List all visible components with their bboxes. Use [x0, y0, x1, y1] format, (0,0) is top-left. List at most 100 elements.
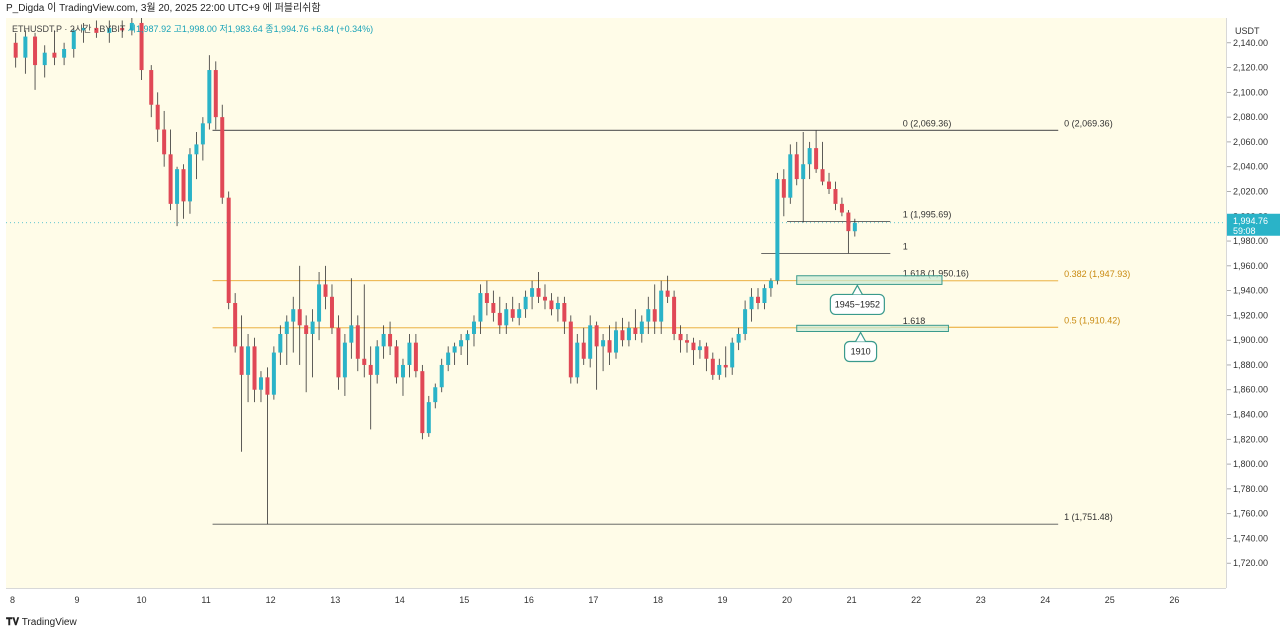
candle — [304, 315, 309, 393]
open-value: 시1,987.92 — [127, 24, 172, 34]
candle — [852, 218, 857, 237]
candle — [459, 333, 464, 356]
candle — [23, 30, 28, 74]
candle-body — [659, 290, 664, 322]
candlestick-chart[interactable]: 0 (2,069.36) 0 (2,069.36) 1 (1,995.69) 1 1.6… — [6, 18, 1226, 588]
candle — [697, 340, 702, 359]
candle-body — [646, 309, 651, 322]
candle — [665, 275, 670, 303]
zone-callout-pointer — [855, 331, 867, 342]
candle — [678, 325, 683, 353]
candle-body — [536, 288, 541, 297]
candle-body — [781, 179, 786, 198]
time-tick-label: 25 — [1105, 595, 1115, 605]
candle — [149, 65, 154, 118]
candle-body — [446, 352, 451, 365]
time-tick-label: 10 — [137, 595, 147, 605]
time-tick-label: 20 — [782, 595, 792, 605]
price-axis-svg[interactable]: 1,720.00 1,740.00 1,760.00 1,780.00 1,800.00… — [1227, 18, 1280, 588]
candle — [297, 265, 302, 365]
candle-body — [794, 154, 799, 180]
candle-body — [459, 340, 464, 347]
candle-body — [213, 70, 218, 118]
candle-body — [349, 325, 354, 343]
candle — [52, 30, 57, 66]
time-axis[interactable]: 8 9 10 11 12 13 14 15 16 17 18 19 20 21 22 23 24 25 26 — [6, 588, 1226, 611]
candle — [107, 20, 112, 43]
candle — [33, 32, 38, 90]
candle — [736, 327, 741, 351]
candle — [504, 303, 509, 334]
candle-body — [607, 340, 612, 353]
candle-body — [62, 48, 67, 58]
fib-label: 1 (1,751.48) — [1064, 512, 1113, 522]
candle-body — [329, 296, 334, 328]
symbol-label[interactable]: ETHUSDT.P · 2시간 · BYBIT — [12, 24, 126, 34]
candle — [846, 210, 851, 254]
time-axis-svg[interactable]: 8 9 10 11 12 13 14 15 16 17 18 19 20 21 22 23 24 25 26 — [6, 589, 1226, 611]
time-tick-label: 11 — [201, 595, 210, 605]
candle-body — [484, 293, 489, 303]
candle — [155, 92, 160, 142]
candle — [594, 321, 599, 390]
price-tick-label: 1,900.00 — [1233, 335, 1268, 345]
fib-label: 1 — [903, 241, 908, 251]
candle-body — [107, 27, 112, 33]
candle-body — [730, 342, 735, 368]
candle-body — [375, 346, 380, 375]
time-tick-label: 13 — [330, 595, 340, 605]
candle — [139, 18, 144, 80]
price-axis[interactable]: 1,720.00 1,740.00 1,760.00 1,780.00 1,800.00… — [1226, 18, 1280, 588]
candle — [291, 296, 296, 353]
candle-body — [317, 284, 322, 322]
candle-body — [704, 346, 709, 359]
candle-body — [291, 309, 296, 322]
price-tick-label: 1,820.00 — [1233, 434, 1268, 444]
publish-header: P_Digda 이 TradingView.com, 3월 20, 2025 2… — [0, 0, 1280, 18]
candle — [542, 284, 547, 310]
candle-body — [304, 325, 309, 334]
candle-body — [710, 358, 715, 375]
candle — [252, 337, 257, 403]
fib-label: 1.618 — [903, 316, 926, 326]
footer: 𝐓𝐕 TradingView — [0, 612, 1280, 634]
candle — [775, 172, 780, 285]
candle — [691, 337, 696, 365]
candle — [530, 280, 535, 310]
candle-body — [200, 123, 205, 145]
publish-title: P_Digda 이 TradingView.com, 3월 20, 2025 2… — [6, 3, 321, 14]
candle — [181, 164, 186, 219]
candle — [439, 358, 444, 393]
candle — [452, 342, 457, 365]
candle — [639, 315, 644, 343]
candle-body — [581, 342, 586, 359]
candle — [329, 284, 334, 334]
time-tick-label: 8 — [10, 595, 15, 605]
candle — [265, 367, 270, 525]
candle-body — [717, 364, 722, 375]
candle-body — [652, 309, 657, 322]
candle-body — [52, 52, 57, 58]
candle-body — [413, 342, 418, 372]
candle-body — [691, 342, 696, 351]
candle — [200, 117, 205, 161]
candle — [94, 20, 99, 38]
candle-body — [420, 371, 425, 434]
candle-body — [342, 342, 347, 378]
chart-plot-area[interactable]: 0 (2,069.36) 0 (2,069.36) 1 (1,995.69) 1 1.6… — [6, 18, 1226, 588]
price-tick-label: 1,920.00 — [1233, 310, 1268, 320]
candle-body — [194, 144, 199, 155]
candle-body — [129, 22, 134, 31]
candle — [710, 352, 715, 380]
fib-label: 1.618 (1,950.16) — [903, 269, 969, 279]
candle-body — [762, 288, 767, 303]
candle — [794, 141, 799, 186]
candle — [381, 325, 386, 359]
candle — [491, 290, 496, 322]
candle-body — [149, 70, 154, 105]
candle-body — [820, 169, 825, 182]
candle-body — [33, 36, 38, 66]
candle-body — [601, 340, 606, 347]
candle-body — [491, 303, 496, 313]
candle-body — [394, 346, 399, 378]
